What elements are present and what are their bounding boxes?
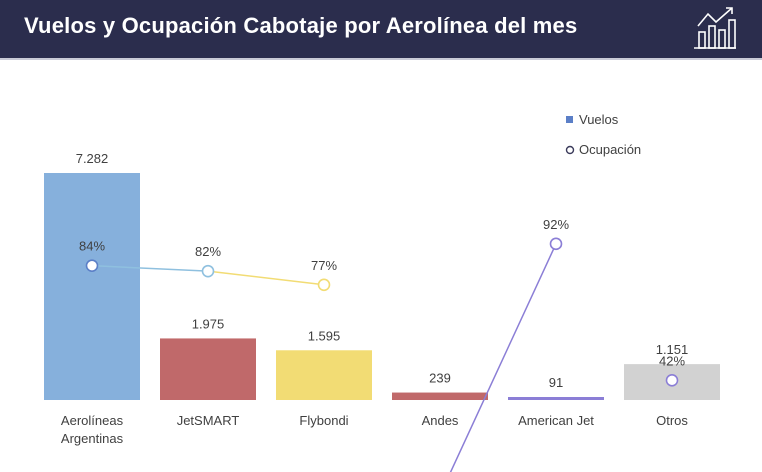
occupancy-value-label: 92% (543, 217, 569, 232)
bar-3 (276, 350, 372, 400)
occupancy-value-label: 42% (659, 353, 685, 368)
occupancy-point (201, 264, 215, 278)
category-label: American Jet (518, 413, 594, 428)
category-label: Andes (422, 413, 459, 428)
bar-4 (392, 392, 488, 400)
category-label: Flybondi (299, 413, 348, 428)
legend-swatch-vuelos (566, 116, 573, 123)
occupancy-point (85, 259, 99, 272)
legend-label-ocupacion: Ocupación (579, 142, 641, 157)
occupancy-value-label: 84% (79, 239, 105, 254)
bar-chart-trend-icon (694, 7, 736, 49)
bar-2 (160, 338, 256, 400)
bar-value-label: 1.151 (656, 342, 689, 357)
category-label: Argentinas (61, 431, 124, 446)
occupancy-point (317, 278, 331, 292)
occupancy-line-segment (207, 270, 325, 286)
occupancy-value-label: 77% (311, 258, 337, 273)
occupancy-line-segment (91, 264, 209, 272)
category-label: Aerolíneas (61, 413, 124, 428)
occupancy-line-segment (449, 243, 557, 472)
bar-value-label: 91 (549, 375, 563, 390)
occupancy-point (549, 237, 563, 251)
header-divider (0, 58, 762, 60)
bar-value-label: 1.975 (192, 316, 225, 331)
legend-swatch-ocupacion (565, 145, 575, 155)
occupancy-value-label: 82% (195, 244, 221, 259)
bar-1 (44, 173, 140, 400)
page-title: Vuelos y Ocupación Cabotaje por Aerolíne… (24, 13, 578, 38)
category-label: Otros (656, 413, 688, 428)
bar-value-label: 1.595 (308, 328, 341, 343)
legend-label-vuelos: Vuelos (579, 112, 619, 127)
header-bar: Vuelos y Ocupación Cabotaje por Aerolíne… (0, 0, 762, 58)
bar-5 (508, 397, 604, 400)
occupancy-point (665, 374, 679, 387)
category-label: JetSMART (177, 413, 240, 428)
bar-value-label: 7.282 (76, 151, 109, 166)
bar-value-label: 239 (429, 371, 451, 386)
